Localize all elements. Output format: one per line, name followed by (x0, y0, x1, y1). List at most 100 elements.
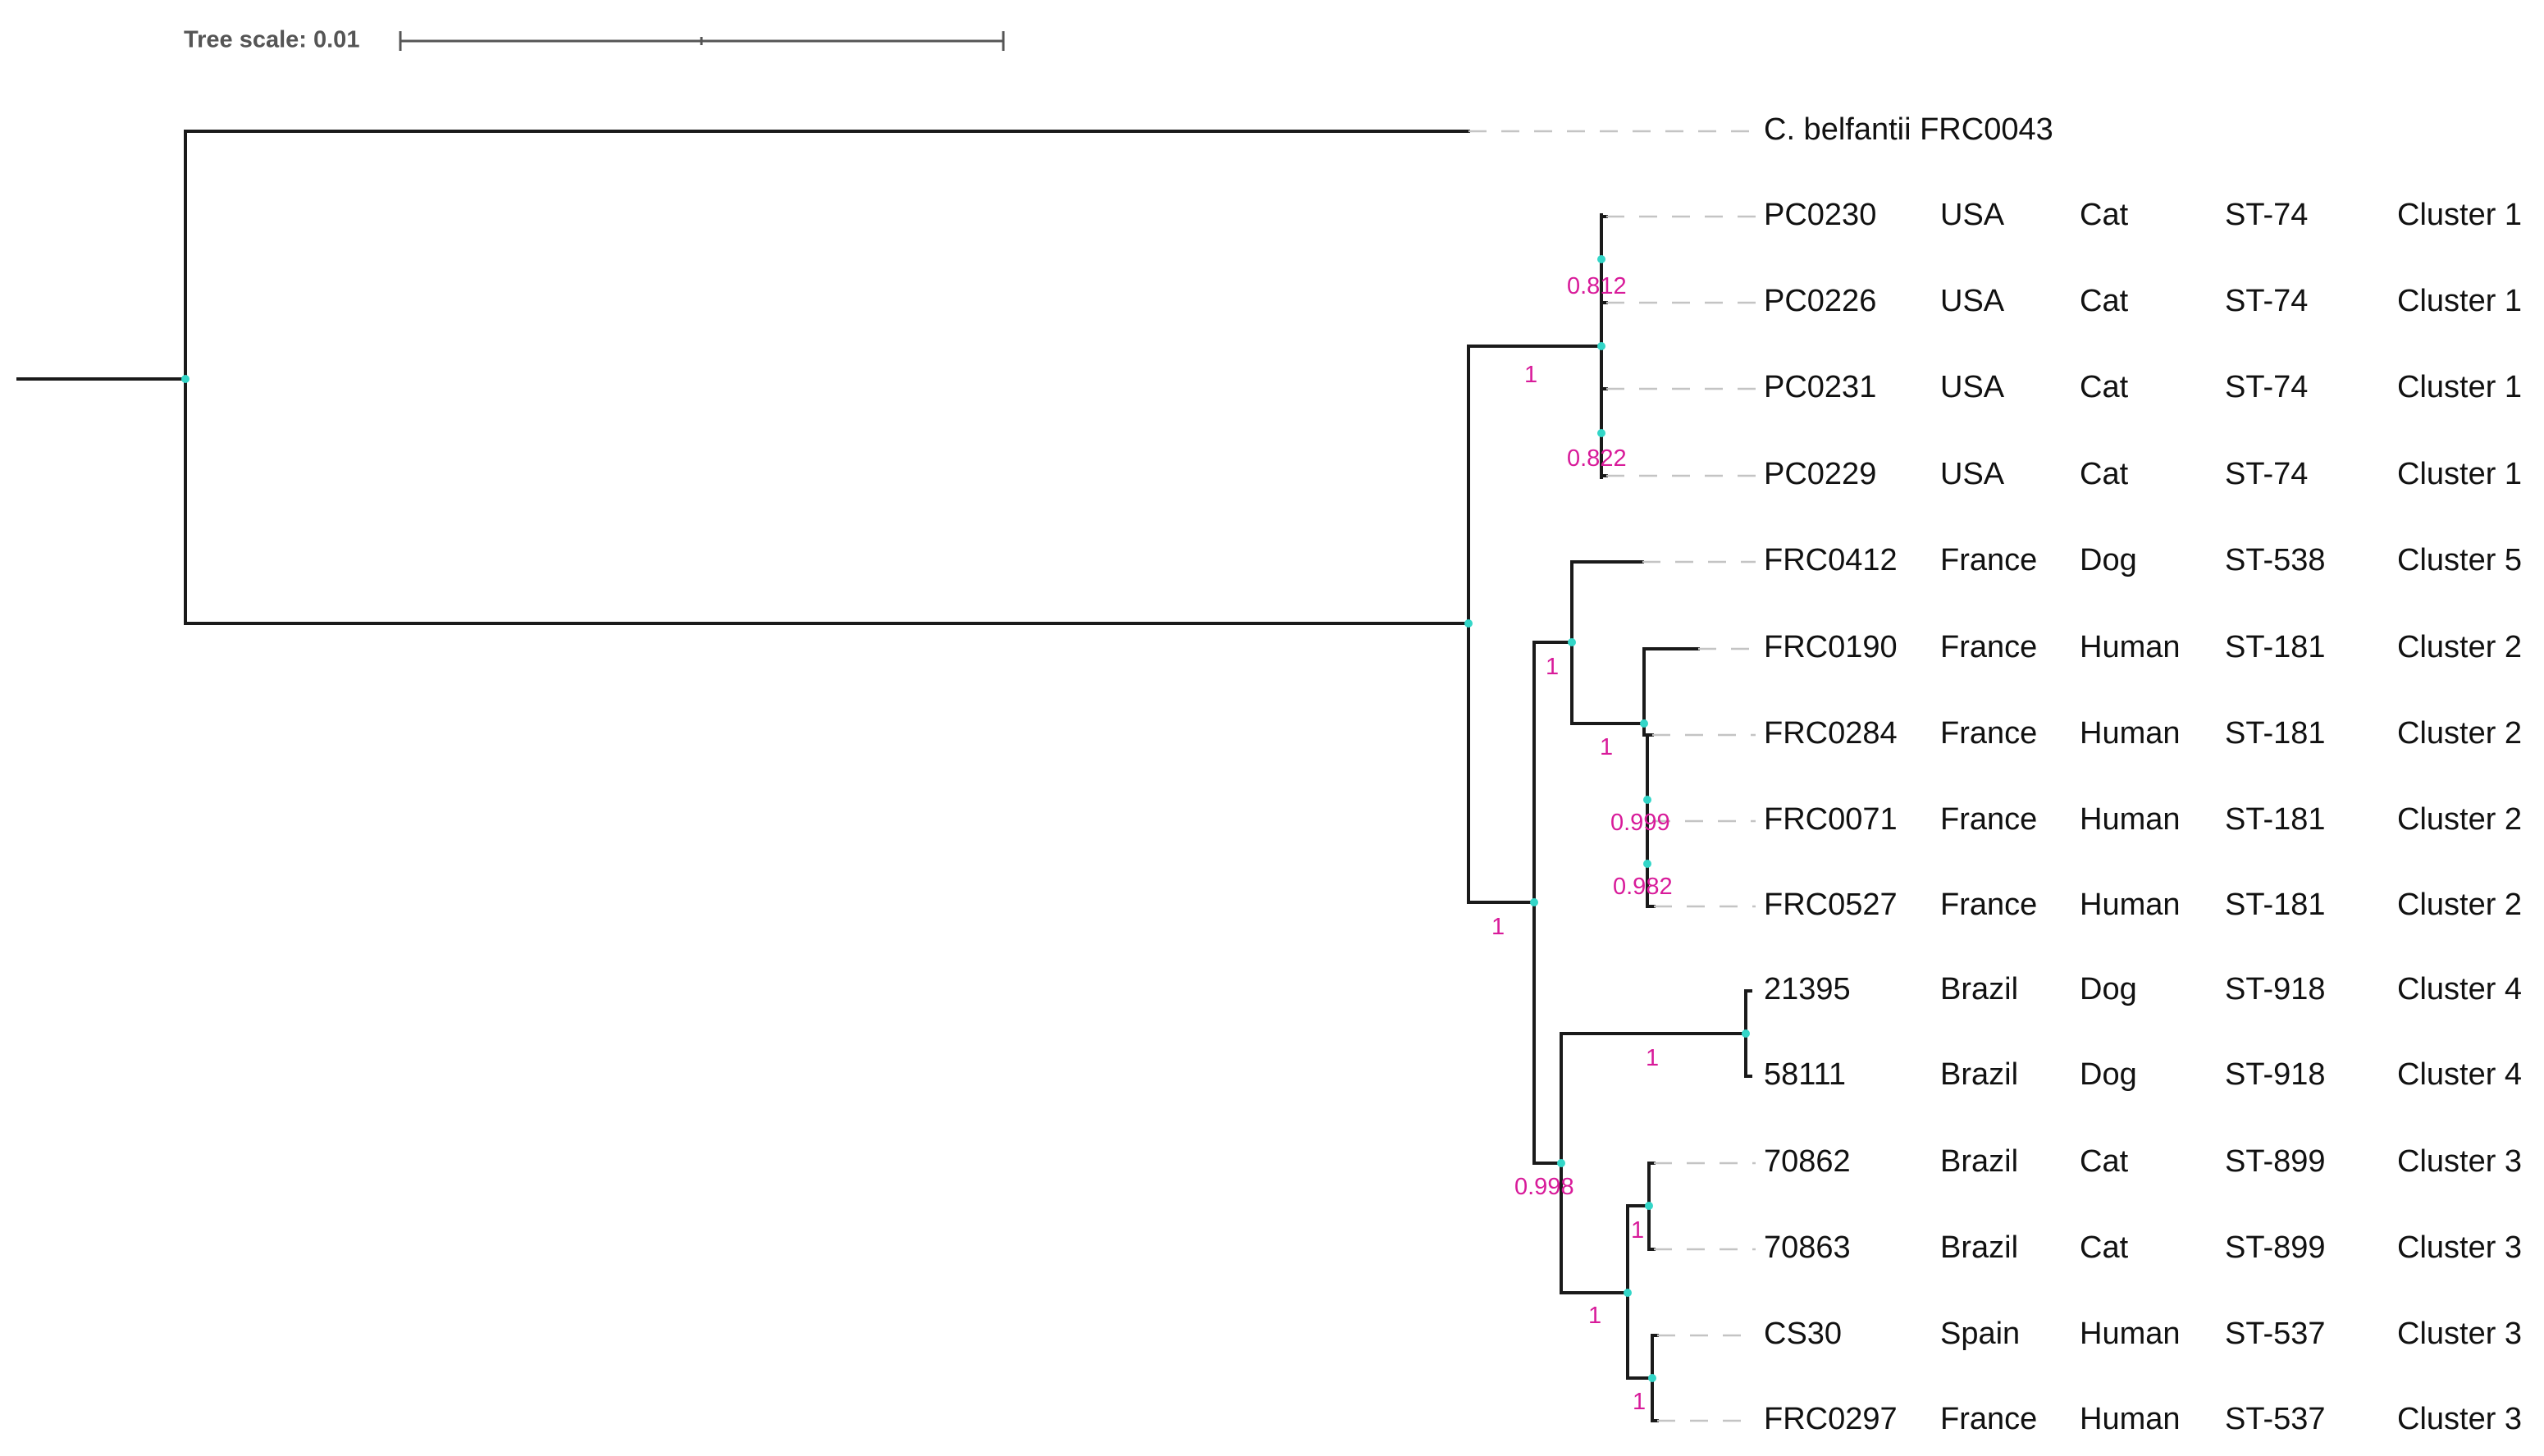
node-cluster-4 (1742, 1029, 1750, 1038)
support-value: 1 (1631, 1217, 1644, 1244)
leaf-row: 70863 Brazil Cat ST-899 Cluster 3 (1764, 1230, 2522, 1265)
leaf-country: Brazil (1940, 972, 2018, 1006)
leaf-cluster: Cluster 2 (2397, 630, 2522, 664)
support-value: 0.998 (1514, 1174, 1574, 1200)
node-70862-70863 (1645, 1202, 1653, 1210)
leaf-row: PC0226 USA Cat ST-74 Cluster 1 (1764, 284, 2522, 318)
leaf-row: CS30 Spain Human ST-537 Cluster 3 (1764, 1317, 2522, 1351)
leaf-row: PC0229 USA Cat ST-74 Cluster 1 (1764, 457, 2522, 491)
leaf-country: France (1940, 1402, 2037, 1436)
leaf-id: PC0230 (1764, 198, 1876, 232)
leaf-st: ST-899 (2225, 1230, 2326, 1265)
node-cluster-1 (1597, 342, 1605, 350)
node-cluster-5-2 (1568, 638, 1576, 646)
leaf-country: Brazil (1940, 1144, 2018, 1179)
leaf-cluster: Cluster 1 (2397, 370, 2522, 404)
leaf-host: Cat (2080, 198, 2129, 232)
leaf-row: FRC0412 France Dog ST-538 Cluster 5 (1764, 543, 2522, 577)
leaf-country: Spain (1940, 1317, 2020, 1351)
leaf-cluster: Cluster 4 (2397, 972, 2522, 1006)
leaf-cluster: Cluster 2 (2397, 716, 2522, 751)
leaf-country: USA (1940, 370, 2005, 404)
leaf-st: ST-918 (2225, 1057, 2326, 1092)
leaf-country: France (1940, 543, 2037, 577)
leaf-country: Brazil (1940, 1057, 2018, 1092)
leaf-host: Dog (2080, 543, 2137, 577)
node-cluster-2 (1640, 719, 1648, 728)
leaf-id: CS30 (1764, 1317, 1842, 1351)
node-cluster-3 (1624, 1289, 1632, 1297)
leaf-row: PC0231 USA Cat ST-74 Cluster 1 (1764, 370, 2522, 404)
leaf-st: ST-181 (2225, 630, 2326, 664)
leaf-table: PC0230 USA Cat ST-74 Cluster 1 PC0226 US… (1764, 198, 2522, 1436)
leaf-host: Cat (2080, 457, 2129, 491)
leaf-host: Human (2080, 630, 2181, 664)
node-ingroup (1464, 619, 1473, 628)
leaf-st: ST-918 (2225, 972, 2326, 1006)
leaf-id: FRC0527 (1764, 888, 1898, 922)
leaf-host: Dog (2080, 1057, 2137, 1092)
leaf-row: 70862 Brazil Cat ST-899 Cluster 3 (1764, 1144, 2522, 1179)
tree-branches (16, 130, 1752, 1422)
leaf-host: Human (2080, 1317, 2181, 1351)
support-value: 1 (1633, 1389, 1646, 1415)
leaf-host: Cat (2080, 370, 2129, 404)
leaf-host: Human (2080, 716, 2181, 751)
leaf-st: ST-181 (2225, 802, 2326, 837)
leaf-id: 58111 (1764, 1057, 1846, 1092)
leaf-st: ST-74 (2225, 198, 2308, 232)
leaf-cluster: Cluster 2 (2397, 888, 2522, 922)
leaf-st: ST-74 (2225, 370, 2308, 404)
leaf-st: ST-537 (2225, 1402, 2326, 1436)
leaf-country: France (1940, 888, 2037, 922)
leaf-st: ST-181 (2225, 888, 2326, 922)
leaf-row: PC0230 USA Cat ST-74 Cluster 1 (1764, 198, 2522, 232)
leaf-cluster: Cluster 3 (2397, 1230, 2522, 1265)
leaf-country: USA (1940, 284, 2005, 318)
leaf-row: 58111 Brazil Dog ST-918 Cluster 4 (1764, 1057, 2522, 1092)
leaf-id: 70862 (1764, 1144, 1851, 1179)
leaf-st: ST-181 (2225, 716, 2326, 751)
leaf-cluster: Cluster 3 (2397, 1317, 2522, 1351)
leaf-host: Human (2080, 802, 2181, 837)
tree-scale-label: Tree scale: 0.01 (184, 27, 359, 53)
leaf-country: France (1940, 630, 2037, 664)
leaf-id: FRC0071 (1764, 802, 1898, 837)
support-value: 1 (1588, 1303, 1601, 1329)
leaf-row: FRC0190 France Human ST-181 Cluster 2 (1764, 630, 2522, 664)
leaf-id: FRC0412 (1764, 543, 1898, 577)
leaf-id: FRC0190 (1764, 630, 1898, 664)
support-values: 0.812 1 0.822 1 1 0.999 0.982 1 1 0.998 … (1491, 273, 1673, 1415)
tree-node-markers (181, 255, 1750, 1382)
support-value: 1 (1546, 654, 1559, 680)
leaf-st: ST-74 (2225, 457, 2308, 491)
leaf-host: Cat (2080, 1144, 2129, 1179)
leaf-host: Human (2080, 888, 2181, 922)
leaf-id: FRC0284 (1764, 716, 1898, 751)
leaf-cluster: Cluster 1 (2397, 284, 2522, 318)
leaf-host: Cat (2080, 1230, 2129, 1265)
leaf-row: FRC0284 France Human ST-181 Cluster 2 (1764, 716, 2522, 751)
support-value: 0.999 (1610, 810, 1670, 836)
leaf-id: PC0229 (1764, 457, 1876, 491)
leaf-cluster: Cluster 3 (2397, 1144, 2522, 1179)
node-frc0071-frc0527 (1643, 860, 1651, 868)
support-value: 0.982 (1613, 874, 1673, 900)
leaf-guide-lines (1468, 130, 1756, 1422)
node-pc0230-pc0226 (1597, 255, 1605, 263)
node-cs30-frc0297 (1648, 1374, 1656, 1382)
support-value: 1 (1600, 734, 1613, 760)
leaf-cluster: Cluster 1 (2397, 198, 2522, 232)
leaf-st: ST-538 (2225, 543, 2326, 577)
support-value: 0.822 (1567, 445, 1627, 472)
leaf-country: USA (1940, 198, 2005, 232)
leaf-country: Brazil (1940, 1230, 2018, 1265)
node-frc0284-group (1643, 796, 1651, 804)
leaf-host: Cat (2080, 284, 2129, 318)
leaf-cluster: Cluster 5 (2397, 543, 2522, 577)
tree-scale: Tree scale: 0.01 (184, 27, 1005, 53)
leaf-id: FRC0297 (1764, 1402, 1898, 1436)
leaf-host: Human (2080, 1402, 2181, 1436)
leaf-row: FRC0071 France Human ST-181 Cluster 2 (1764, 802, 2522, 837)
leaf-cluster: Cluster 3 (2397, 1402, 2522, 1436)
